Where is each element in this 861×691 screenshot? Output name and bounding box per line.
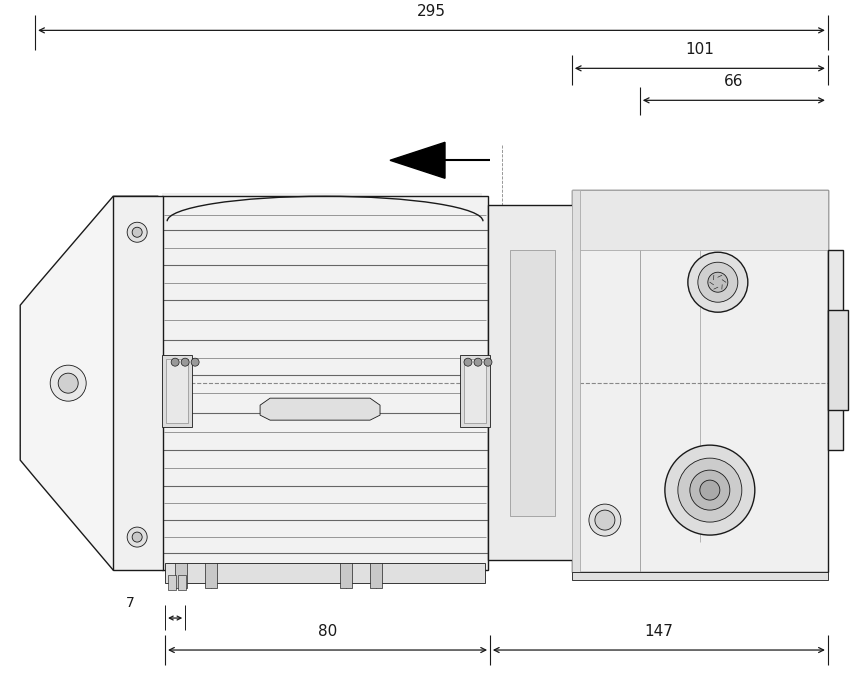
Bar — [827, 310, 846, 410]
Circle shape — [127, 223, 147, 243]
Text: 80: 80 — [318, 624, 337, 639]
Polygon shape — [20, 196, 158, 570]
Bar — [571, 190, 827, 250]
Bar — [162, 196, 487, 570]
Circle shape — [697, 262, 737, 302]
Circle shape — [474, 358, 481, 366]
Circle shape — [588, 504, 620, 536]
Circle shape — [699, 480, 719, 500]
Bar — [339, 563, 351, 588]
Bar — [369, 563, 381, 588]
Bar — [487, 205, 574, 560]
Circle shape — [463, 358, 472, 366]
Bar — [205, 563, 217, 588]
Polygon shape — [389, 142, 444, 178]
Bar — [168, 575, 176, 590]
Text: 147: 147 — [644, 624, 672, 639]
Circle shape — [127, 527, 147, 547]
Circle shape — [59, 373, 78, 393]
Bar — [463, 359, 486, 423]
Circle shape — [707, 272, 727, 292]
Circle shape — [181, 358, 189, 366]
Polygon shape — [260, 398, 380, 420]
Circle shape — [50, 365, 86, 401]
Circle shape — [132, 532, 142, 542]
Text: 66: 66 — [723, 75, 743, 89]
Text: 7: 7 — [126, 596, 134, 610]
Circle shape — [483, 358, 492, 366]
Bar — [571, 572, 827, 580]
Text: 101: 101 — [684, 42, 714, 57]
Circle shape — [171, 358, 179, 366]
Circle shape — [689, 470, 729, 510]
Bar — [165, 563, 485, 583]
Bar — [166, 359, 188, 423]
Circle shape — [132, 227, 142, 237]
Circle shape — [664, 445, 754, 535]
Bar — [571, 190, 579, 572]
Bar — [162, 193, 481, 558]
Bar — [510, 250, 554, 516]
Circle shape — [594, 510, 614, 530]
Bar — [113, 196, 163, 570]
Bar — [571, 190, 827, 572]
Bar — [460, 355, 489, 427]
Circle shape — [677, 458, 741, 522]
Text: 295: 295 — [417, 4, 445, 19]
Bar — [827, 250, 842, 450]
Bar — [178, 575, 186, 590]
Bar — [175, 563, 187, 588]
Bar — [162, 355, 192, 427]
Circle shape — [191, 358, 199, 366]
Circle shape — [687, 252, 747, 312]
